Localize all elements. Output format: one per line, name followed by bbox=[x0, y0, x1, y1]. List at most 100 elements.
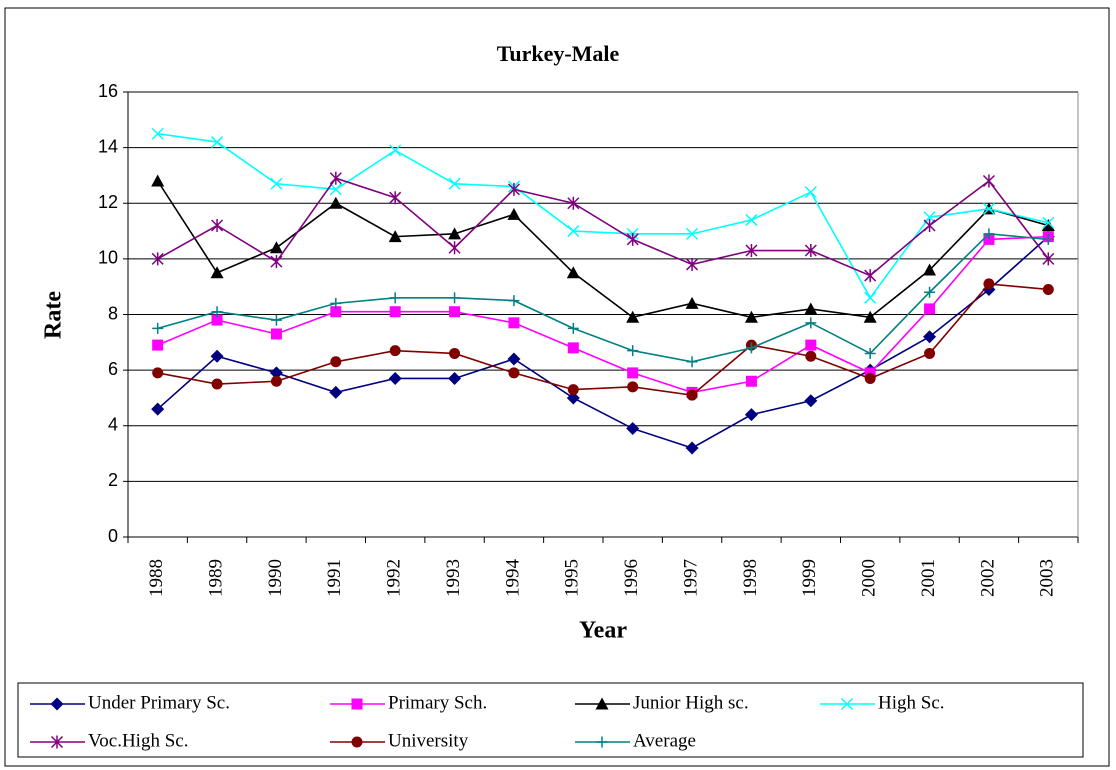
marker bbox=[923, 330, 937, 344]
marker bbox=[566, 391, 580, 405]
marker bbox=[389, 306, 401, 318]
legend-label: Primary Sch. bbox=[388, 692, 487, 713]
legend-label: Under Primary Sc. bbox=[88, 692, 230, 713]
marker bbox=[270, 375, 282, 387]
marker bbox=[627, 381, 639, 393]
x-tick-label: 1993 bbox=[443, 559, 464, 597]
marker bbox=[924, 286, 936, 298]
marker bbox=[330, 297, 342, 309]
marker bbox=[330, 356, 342, 368]
marker bbox=[508, 367, 520, 379]
marker bbox=[566, 266, 580, 279]
marker bbox=[389, 191, 402, 205]
x-tick-label: 1989 bbox=[205, 559, 226, 597]
x-tick-label: 2003 bbox=[1037, 559, 1058, 597]
y-tick-label: 6 bbox=[108, 359, 118, 379]
marker bbox=[329, 171, 342, 185]
marker bbox=[863, 310, 877, 323]
marker bbox=[626, 310, 640, 323]
marker bbox=[745, 375, 757, 387]
marker bbox=[1042, 283, 1054, 295]
y-tick-label: 10 bbox=[98, 248, 118, 268]
legend-label: Voc.High Sc. bbox=[88, 730, 188, 751]
marker bbox=[804, 186, 817, 199]
y-tick-label: 2 bbox=[108, 470, 118, 490]
marker bbox=[864, 291, 877, 304]
marker bbox=[270, 328, 282, 340]
marker bbox=[389, 345, 401, 357]
series-line bbox=[157, 177, 1049, 277]
marker bbox=[388, 371, 402, 385]
marker bbox=[804, 302, 818, 315]
y-tick-label: 12 bbox=[98, 192, 118, 212]
marker bbox=[152, 322, 164, 334]
marker bbox=[745, 213, 758, 226]
marker bbox=[686, 389, 698, 401]
marker bbox=[567, 196, 580, 210]
marker bbox=[211, 219, 224, 232]
marker bbox=[211, 314, 223, 326]
marker bbox=[389, 292, 401, 304]
marker bbox=[686, 227, 699, 240]
marker bbox=[448, 241, 461, 255]
y-tick-label: 4 bbox=[108, 415, 118, 435]
marker bbox=[388, 230, 402, 243]
series-line bbox=[157, 235, 1049, 394]
marker bbox=[449, 306, 461, 318]
marker bbox=[270, 314, 282, 326]
chart-title: Turkey-Male bbox=[497, 41, 620, 66]
marker bbox=[270, 177, 283, 190]
marker bbox=[983, 228, 995, 240]
legend-box bbox=[17, 682, 1084, 758]
marker bbox=[211, 136, 224, 149]
y-axis-label: Rate bbox=[41, 291, 67, 339]
marker bbox=[567, 322, 579, 334]
marker bbox=[805, 339, 817, 351]
x-axis-label: Year bbox=[579, 618, 627, 644]
marker bbox=[210, 266, 224, 279]
marker bbox=[448, 177, 461, 190]
marker bbox=[627, 367, 639, 379]
marker bbox=[269, 366, 283, 380]
marker bbox=[329, 385, 343, 399]
marker bbox=[50, 697, 64, 711]
x-tick-label: 1988 bbox=[146, 559, 167, 597]
y-tick-label: 8 bbox=[108, 303, 118, 323]
marker bbox=[270, 255, 283, 269]
marker bbox=[567, 225, 580, 238]
marker bbox=[804, 244, 817, 258]
marker bbox=[330, 306, 342, 318]
y-tick-label: 0 bbox=[108, 526, 118, 546]
marker bbox=[567, 342, 579, 354]
marker bbox=[805, 317, 817, 329]
marker bbox=[507, 207, 521, 220]
marker bbox=[685, 441, 699, 455]
marker bbox=[449, 347, 461, 359]
x-tick-label: 1992 bbox=[384, 559, 405, 597]
x-tick-label: 1991 bbox=[324, 559, 345, 597]
marker bbox=[745, 342, 757, 354]
series-line bbox=[157, 132, 1049, 300]
marker bbox=[507, 182, 520, 196]
marker bbox=[864, 347, 876, 359]
marker bbox=[744, 408, 758, 422]
marker bbox=[152, 367, 164, 379]
marker bbox=[745, 244, 758, 258]
x-tick-label: 2000 bbox=[859, 559, 880, 597]
marker bbox=[211, 306, 223, 318]
legend-label: High Sc. bbox=[878, 692, 945, 713]
x-tick-label: 1998 bbox=[740, 559, 761, 597]
x-tick-label: 2001 bbox=[918, 559, 939, 597]
x-tick-label: 1994 bbox=[502, 559, 523, 598]
marker bbox=[982, 202, 995, 215]
marker bbox=[508, 295, 520, 307]
marker bbox=[151, 127, 164, 140]
x-tick-label: 1996 bbox=[621, 559, 642, 597]
marker bbox=[151, 402, 165, 416]
x-tick-label: 1995 bbox=[562, 559, 583, 597]
series-line bbox=[157, 283, 1049, 396]
marker bbox=[627, 345, 639, 357]
marker bbox=[864, 269, 877, 283]
marker bbox=[686, 257, 699, 271]
